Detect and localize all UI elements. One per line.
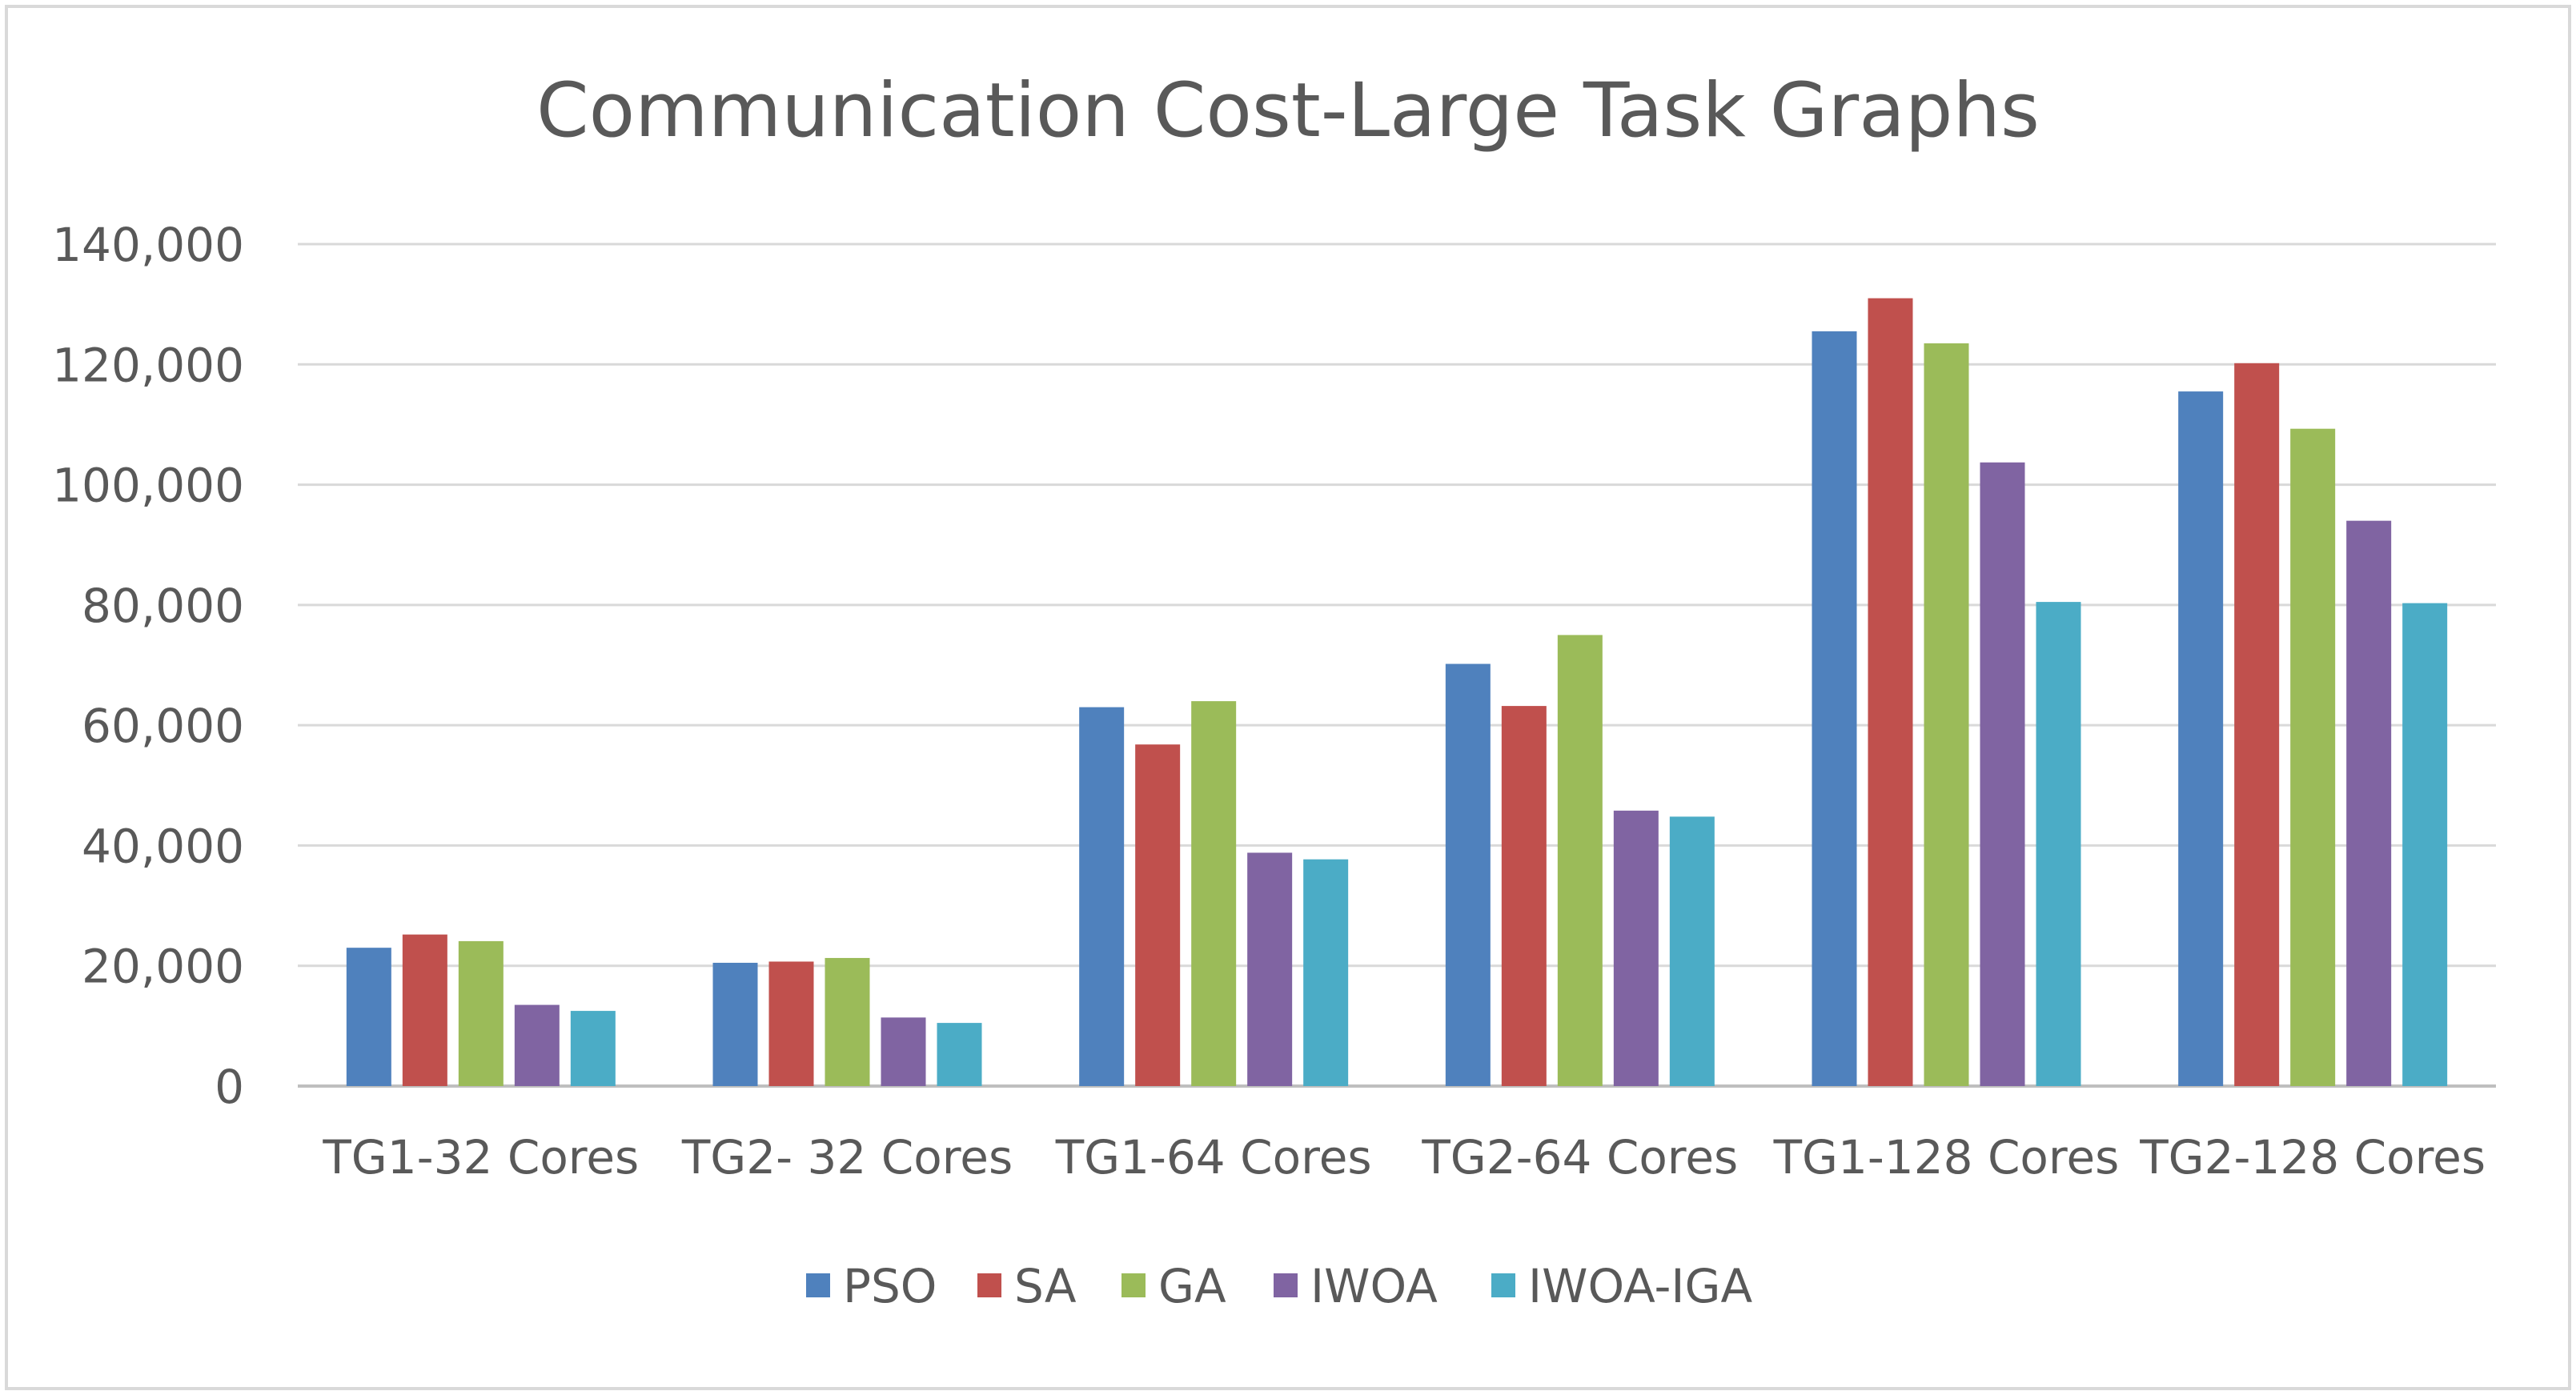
bar-iwoa-iga-6 (2402, 603, 2448, 1086)
legend-label-sa: SA (1014, 1259, 1077, 1313)
bar-iwoa-5 (1980, 462, 2025, 1086)
legend-swatch-iwoa (1274, 1273, 1298, 1297)
bar-sa-2 (768, 961, 814, 1086)
bars (346, 298, 2448, 1087)
bar-ga-5 (1924, 343, 1969, 1086)
y-tick-label: 80,000 (82, 579, 244, 633)
x-tick-label: TG2-64 Cores (1421, 1130, 1738, 1185)
bar-ga-2 (825, 957, 870, 1086)
legend-swatch-pso (806, 1273, 830, 1297)
legend-swatch-ga (1121, 1273, 1146, 1297)
x-tick-label: TG2-128 Cores (2139, 1130, 2486, 1185)
y-tick-label: 40,000 (82, 819, 244, 873)
bar-pso-6 (2178, 391, 2224, 1087)
x-axis: TG1-32 Cores TG2- 32 Cores TG1-64 Cores TG2… (322, 1130, 2486, 1185)
legend-label-iwoa: IWOA (1310, 1259, 1438, 1313)
legend-swatch-sa (977, 1273, 1001, 1297)
bar-ga-4 (1557, 635, 1603, 1086)
bar-iwoa-iga-2 (937, 1023, 982, 1086)
legend-swatch-iwoa-iga (1491, 1273, 1515, 1297)
bar-ga-6 (2290, 428, 2336, 1086)
bar-iwoa-3 (1247, 852, 1293, 1086)
legend-label-iwoa-iga: IWOA-IGA (1528, 1259, 1752, 1313)
x-tick-label: TG1-128 Cores (1773, 1130, 2120, 1185)
bar-iwoa-6 (2346, 520, 2392, 1086)
bar-ga-1 (458, 940, 504, 1086)
chart-title: Communication Cost-Large Task Graphs (536, 67, 2040, 154)
x-tick-label: TG1-32 Cores (322, 1130, 639, 1185)
bar-iwoa-4 (1613, 810, 1659, 1086)
legend: PSO SA GA IWOA IWOA-IGA (806, 1259, 1752, 1313)
y-tick-label: 140,000 (52, 218, 244, 272)
bar-pso-5 (1812, 331, 1857, 1086)
legend-label-ga: GA (1158, 1259, 1226, 1313)
x-tick-label: TG1-64 Cores (1055, 1130, 1372, 1185)
y-tick-label: 20,000 (82, 940, 244, 994)
bar-iwoa-iga-1 (570, 1011, 616, 1086)
gridlines (298, 243, 2496, 1088)
bar-pso-3 (1079, 707, 1125, 1086)
chart-frame (5, 5, 2571, 1390)
y-tick-label: 100,000 (52, 459, 244, 513)
bar-sa-4 (1501, 706, 1547, 1086)
y-tick-label: 120,000 (52, 338, 244, 392)
bar-iwoa-iga-3 (1303, 859, 1349, 1086)
bar-ga-3 (1191, 701, 1237, 1086)
bar-sa-6 (2234, 363, 2280, 1087)
y-tick-label: 0 (215, 1060, 244, 1114)
bar-iwoa-1 (514, 1004, 560, 1086)
legend-label-pso: PSO (843, 1259, 937, 1313)
bar-sa-1 (402, 934, 447, 1086)
y-tick-label: 60,000 (82, 699, 244, 753)
bar-iwoa-iga-5 (2036, 602, 2081, 1086)
bar-sa-5 (1868, 298, 1913, 1087)
bar-pso-1 (346, 948, 391, 1086)
bar-iwoa-2 (881, 1017, 926, 1086)
y-axis: 0 20,000 40,000 60,000 80,000 100,000 120,000 1… (52, 218, 244, 1114)
bar-iwoa-iga-4 (1669, 816, 1715, 1086)
x-tick-label: TG2- 32 Cores (681, 1130, 1013, 1185)
bar-pso-2 (712, 962, 758, 1086)
bar-sa-3 (1135, 744, 1181, 1086)
bar-pso-4 (1445, 663, 1491, 1086)
